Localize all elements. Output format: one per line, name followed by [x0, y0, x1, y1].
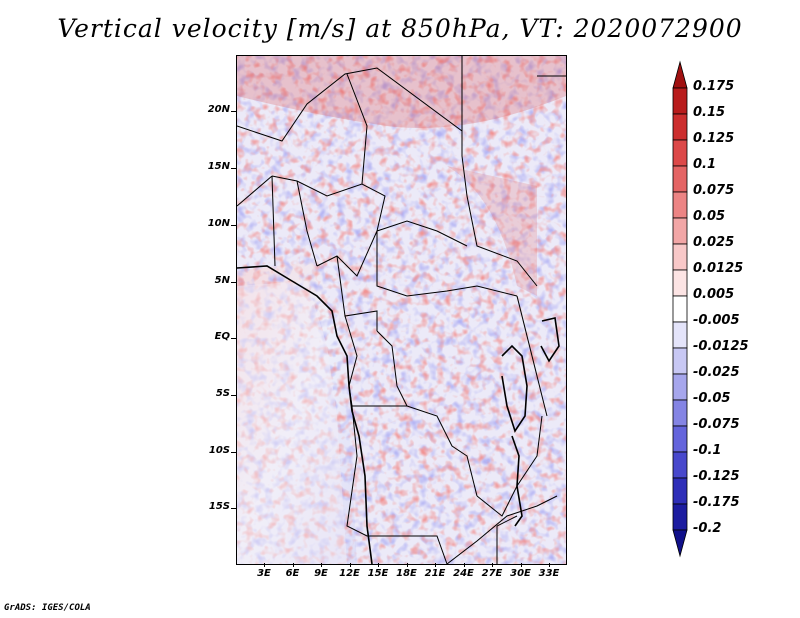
lon-tick — [378, 563, 379, 567]
colorbar-label: 0.05 — [693, 209, 726, 224]
lon-tick — [292, 563, 294, 567]
colorbar-label: -0.05 — [693, 391, 731, 406]
colorbar-label: 0.175 — [693, 79, 735, 94]
colorbar-swatch — [672, 373, 688, 401]
colorbar-swatch — [672, 503, 688, 531]
lon-tick — [463, 563, 465, 567]
colorbar-label: -0.125 — [693, 469, 740, 484]
grads-credit: GrADS: IGES/COLA — [4, 603, 91, 613]
colorbar-swatch — [672, 165, 688, 193]
colorbar-swatch — [672, 347, 688, 375]
lat-label: EQ — [214, 331, 230, 342]
lon-label: 27E — [481, 568, 503, 579]
colorbar-swatch — [672, 269, 688, 297]
colorbar-label: -0.025 — [693, 365, 740, 380]
lon-tick — [321, 563, 322, 567]
colorbar-swatch — [672, 139, 688, 167]
colorbar-swatch — [672, 243, 688, 271]
map-title: Vertical velocity [m/s] at 850hPa, VT: 2… — [57, 14, 743, 43]
lon-tick — [406, 563, 408, 567]
lon-label: 33E — [538, 568, 560, 579]
colorbar-label: -0.2 — [693, 521, 722, 536]
lon-tick — [492, 563, 493, 567]
lon-tick — [520, 563, 522, 567]
colorbar-swatch — [672, 529, 688, 558]
colorbar-swatch — [672, 399, 688, 427]
lat-tick — [231, 225, 236, 226]
lon-tick — [435, 563, 436, 567]
lon-tick — [549, 563, 550, 567]
lon-label: 6E — [285, 568, 300, 579]
lon-label: 24E — [453, 568, 474, 579]
lat-tick — [231, 395, 236, 396]
colorbar-swatch — [672, 477, 688, 505]
lon-label: 18E — [396, 568, 417, 579]
colorbar-label: -0.0125 — [693, 339, 749, 354]
colorbar-label: 0.125 — [693, 131, 735, 146]
colorbar-swatch — [672, 425, 688, 453]
lon-label: 9E — [314, 568, 328, 579]
colorbar-label: -0.075 — [693, 417, 740, 432]
colorbar-swatch — [672, 217, 688, 245]
lon-label: 15E — [367, 568, 389, 579]
colorbar-swatch — [672, 295, 688, 323]
colorbar-swatch — [672, 87, 688, 115]
lat-label: 15S — [208, 501, 230, 512]
lat-label: 15N — [207, 161, 230, 172]
colorbar-label: 0.075 — [693, 183, 735, 198]
lat-tick — [231, 338, 236, 339]
colorbar-swatch — [672, 60, 688, 89]
lat-tick — [231, 452, 236, 453]
lat-label: 10S — [208, 445, 230, 456]
lon-tick — [264, 563, 265, 567]
lat-label: 10N — [207, 218, 230, 229]
colorbar-label: -0.005 — [693, 313, 740, 328]
lat-label: 5S — [215, 388, 230, 399]
colorbar-swatch — [672, 321, 688, 349]
lon-label: 30E — [510, 568, 531, 579]
colorbar-label: 0.005 — [693, 287, 735, 302]
map-panel[interactable] — [236, 55, 567, 565]
colorbar-swatch — [672, 113, 688, 141]
lon-tick — [349, 563, 351, 567]
lon-label: 12E — [339, 568, 360, 579]
colorbar-label: -0.1 — [693, 443, 722, 458]
lon-label: 3E — [257, 568, 271, 579]
vertical-velocity-field — [237, 56, 566, 564]
lat-tick — [231, 508, 236, 509]
colorbar-label: 0.1 — [693, 157, 717, 172]
colorbar-label: 0.0125 — [693, 261, 744, 276]
colorbar-label: 0.15 — [693, 105, 726, 120]
lat-tick — [231, 282, 236, 283]
colorbar-swatch — [672, 191, 688, 219]
lat-label: 5N — [214, 275, 230, 286]
colorbar-label: 0.025 — [693, 235, 735, 250]
lat-tick — [231, 168, 236, 169]
lat-tick — [231, 111, 236, 112]
colorbar-swatch — [672, 451, 688, 479]
lon-label: 21E — [424, 568, 446, 579]
lat-label: 20N — [207, 104, 230, 115]
colorbar-label: -0.175 — [693, 495, 740, 510]
